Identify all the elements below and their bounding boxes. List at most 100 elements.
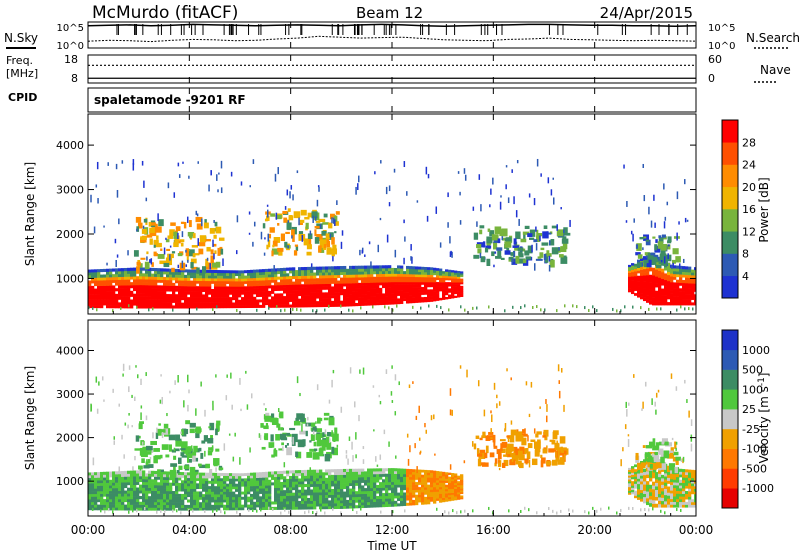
heatmap-cell (163, 485, 167, 489)
heatmap-cell (166, 476, 170, 481)
heatmap-cell (445, 495, 449, 498)
heatmap-cell (439, 497, 443, 501)
heatmap-cell (364, 296, 368, 301)
heatmap-cell (283, 281, 287, 286)
heatmap-cell (385, 490, 389, 494)
heatmap-scatter-cell (93, 226, 96, 234)
heatmap-cell (352, 482, 356, 486)
heatmap-cell (652, 301, 656, 306)
heatmap-cell (169, 299, 173, 303)
heatmap-cell (94, 504, 98, 508)
heatmap-cell (118, 279, 122, 283)
heatmap-cell (250, 291, 254, 295)
heatmap-cell (310, 295, 314, 299)
heatmap-cell (292, 478, 296, 482)
heatmap-cell (100, 277, 104, 281)
heatmap-cell (142, 273, 146, 277)
heatmap-cell (676, 268, 680, 272)
heatmap-cell (103, 285, 107, 289)
heatmap-cell (145, 293, 149, 297)
heatmap-cell (652, 470, 656, 475)
heatmap-cell (349, 468, 353, 472)
heatmap-cell (379, 293, 383, 297)
colorbar-swatch (722, 120, 738, 143)
heatmap-ground-cell (428, 304, 430, 308)
heatmap-cell (442, 293, 446, 296)
heatmap-patch-cell (150, 440, 157, 446)
heatmap-cell (247, 488, 251, 492)
heatmap-cell (244, 478, 248, 482)
heatmap-cell (274, 279, 278, 283)
heatmap-patch-cell (286, 222, 292, 230)
heatmap-cell (649, 285, 653, 290)
heatmap-cell (457, 490, 461, 493)
heatmap-cell (658, 493, 662, 498)
heatmap-cell (439, 273, 443, 276)
heatmap-cell (283, 276, 287, 280)
heatmap-cell (133, 473, 137, 477)
heatmap-cell (145, 285, 149, 289)
heatmap-patch-cell (659, 253, 667, 260)
heatmap-cell (649, 278, 653, 283)
heatmap-cell (334, 494, 338, 498)
heatmap-cell (664, 470, 668, 474)
heatmap-cell (109, 474, 113, 478)
heatmap-cell (205, 504, 209, 508)
heatmap-cell (325, 486, 329, 490)
heatmap-cell (343, 291, 347, 296)
heatmap-cell (418, 469, 422, 473)
heatmap-cell (208, 291, 212, 295)
heatmap-cell (103, 293, 107, 298)
heatmap-cell (460, 481, 464, 484)
heatmap-cell (226, 494, 230, 498)
heatmap-cell (358, 265, 362, 269)
heatmap-scatter-cell (210, 170, 212, 176)
heatmap-patch-cell (205, 463, 210, 469)
heatmap-cell (418, 266, 422, 270)
heatmap-scatter-cell (127, 250, 129, 256)
heatmap-cell (337, 292, 341, 296)
heatmap-cell (154, 290, 158, 295)
heatmap-cell (349, 280, 353, 284)
heatmap-scatter-cell (248, 232, 251, 235)
heatmap-cell (298, 489, 302, 493)
heatmap-cell (634, 483, 638, 487)
heatmap-cell (292, 503, 296, 507)
heatmap-cell (442, 480, 446, 483)
heatmap-cell (670, 284, 674, 289)
heatmap-cell (676, 501, 680, 505)
heatmap-cell (262, 504, 266, 508)
heatmap-cell (364, 476, 368, 481)
cpid-label: CPID (8, 91, 37, 104)
heatmap-cell (634, 481, 638, 484)
heatmap-cell (409, 487, 413, 491)
heatmap-cell (319, 489, 323, 493)
heatmap-cell (265, 277, 269, 281)
heatmap-cell (652, 481, 656, 486)
heatmap-patch-cell (500, 443, 503, 452)
heatmap-cell (181, 485, 185, 489)
heatmap-cell (136, 496, 140, 500)
heatmap-scatter-cell (642, 163, 645, 168)
heatmap-cell (127, 496, 131, 500)
heatmap-cell (367, 274, 371, 278)
heatmap-cell (244, 291, 248, 295)
heatmap-cell (412, 469, 416, 473)
heatmap-cell (685, 274, 689, 278)
heatmap-cell (379, 501, 383, 505)
heatmap-scatter-cell (181, 260, 184, 268)
heatmap-patch-cell (324, 453, 331, 462)
heatmap-cell (232, 502, 236, 506)
heatmap-patch-cell (133, 250, 139, 257)
heatmap-cell (178, 507, 182, 511)
heatmap-cell (682, 479, 686, 484)
heatmap-cell (319, 472, 323, 476)
heatmap-cell (445, 284, 449, 287)
heatmap-cell (433, 479, 437, 483)
heatmap-cell (670, 287, 674, 291)
heatmap-cell (97, 474, 101, 478)
heatmap-patch-cell (264, 218, 268, 222)
heatmap-cell (178, 269, 182, 273)
heatmap-cell (292, 295, 296, 300)
